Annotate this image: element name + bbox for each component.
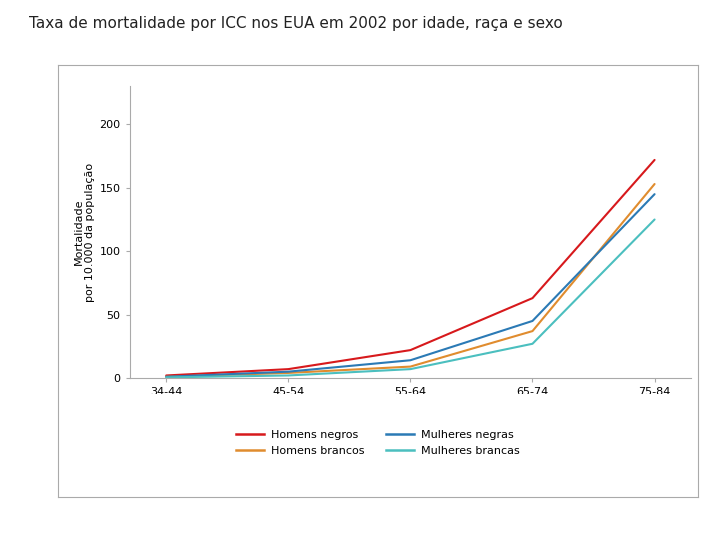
X-axis label: Idade (anos): Idade (anos) (371, 401, 450, 414)
Text: Taxa de mortalidade por ICC nos EUA em 2002 por idade, raça e sexo: Taxa de mortalidade por ICC nos EUA em 2… (29, 16, 562, 31)
Legend: Homens negros, Homens brancos, Mulheres negras, Mulheres brancas: Homens negros, Homens brancos, Mulheres … (231, 424, 525, 461)
Y-axis label: Mortalidade
por 10.000 da população: Mortalidade por 10.000 da população (73, 163, 95, 302)
